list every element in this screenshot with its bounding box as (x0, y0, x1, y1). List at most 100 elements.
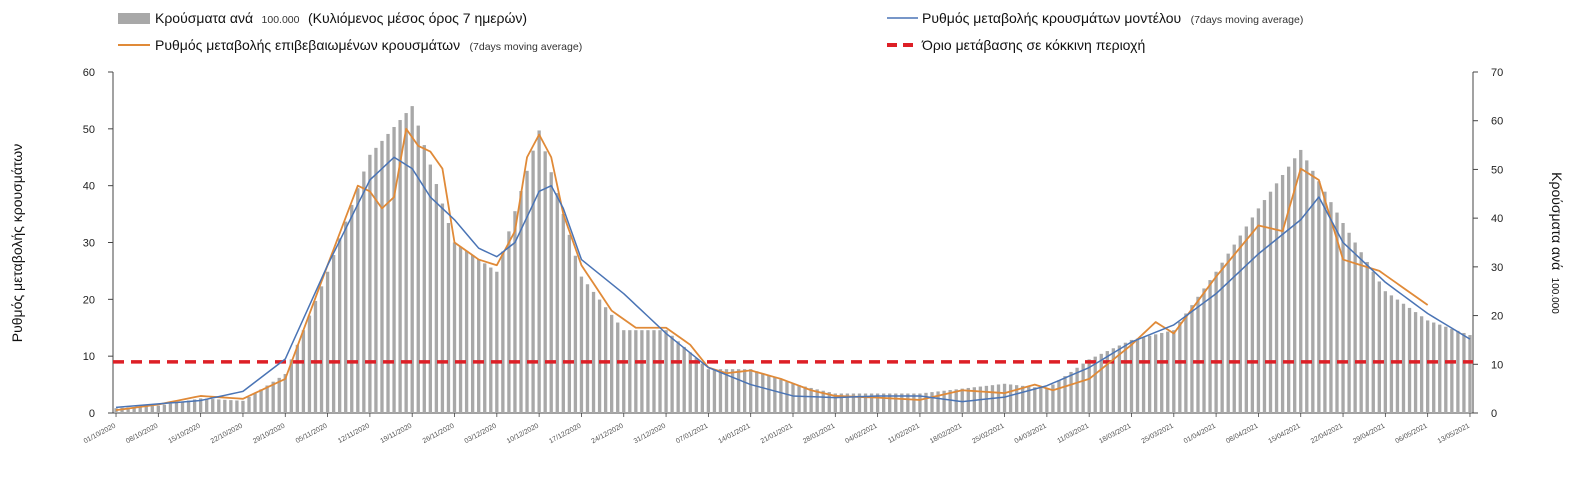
bar (229, 400, 233, 413)
bar (1359, 252, 1363, 413)
bar (1045, 388, 1049, 413)
bar (730, 369, 735, 413)
bar (827, 392, 831, 413)
bar (948, 390, 952, 413)
bar (1377, 281, 1381, 413)
bar (924, 392, 928, 413)
bar (1268, 191, 1273, 413)
bar (1335, 212, 1339, 413)
y-right-tick-label: 30 (1491, 262, 1503, 274)
bar (211, 399, 215, 413)
bar (1166, 331, 1170, 413)
x-tick-label: 25/02/2021 (971, 423, 1005, 446)
legend-label-model: Ρυθμός μεταβολής κρουσμάτων μοντέλου (922, 10, 1181, 26)
legend-label-bars-main: Κρούσματα ανά (155, 10, 253, 26)
y-right-tick-label: 10 (1491, 359, 1503, 371)
svg-text:Ρυθμός μεταβολής επιβεβαιωμένω: Ρυθμός μεταβολής επιβεβαιωμένων κρουσμάτ… (155, 37, 582, 54)
bar (863, 393, 868, 413)
bar (446, 223, 451, 413)
bar (470, 255, 475, 413)
bar (597, 299, 602, 413)
bar (682, 346, 686, 413)
bar (1202, 288, 1206, 413)
svg-text:Ρυθμός μεταβολής κρουσμάτων μο: Ρυθμός μεταβολής κρουσμάτων μοντέλου (7d… (922, 10, 1303, 27)
bar (1256, 208, 1261, 413)
bar (410, 106, 414, 413)
bar (567, 234, 572, 413)
bar (1450, 328, 1454, 413)
bar (845, 393, 850, 413)
x-tick-label: 05/11/2020 (295, 423, 329, 445)
bar (809, 387, 813, 413)
bar (579, 276, 584, 413)
bar (489, 267, 493, 413)
x-tick-label: 04/02/2021 (844, 423, 878, 446)
bar (507, 231, 511, 413)
legend-swatch-bars (118, 13, 150, 24)
bar (1039, 387, 1043, 413)
x-tick-label: 24/12/2020 (590, 423, 624, 446)
bar (464, 250, 469, 413)
bar (591, 291, 596, 413)
bar (114, 408, 118, 413)
y-right-tick-label: 0 (1491, 408, 1497, 420)
x-tick-label: 28/01/2021 (802, 423, 836, 446)
bar (325, 271, 330, 413)
bar (1021, 385, 1025, 413)
bar (1087, 359, 1091, 413)
bar (1232, 244, 1236, 413)
bar (338, 238, 342, 413)
bar (1063, 376, 1067, 413)
bar (930, 392, 934, 413)
legend-label-observed-sub: (7days moving average) (470, 41, 583, 53)
observed-line (115, 127, 1429, 412)
bar (561, 213, 565, 413)
bar (223, 399, 227, 413)
bar (555, 193, 559, 413)
bar (616, 322, 620, 413)
bar (247, 396, 251, 413)
x-tick-label: 18/02/2021 (929, 423, 963, 446)
bar (1069, 371, 1073, 413)
bar (1432, 322, 1436, 413)
bar (126, 407, 130, 413)
bar (1371, 271, 1375, 413)
bar (664, 330, 668, 413)
bar (1129, 339, 1134, 413)
bar (392, 126, 396, 413)
bar (422, 145, 426, 413)
bar (628, 330, 632, 413)
bar (736, 369, 741, 413)
bar (1365, 261, 1369, 413)
y-left-tick-label: 60 (83, 67, 95, 79)
bar (156, 405, 160, 413)
x-tick-label: 29/10/2020 (252, 423, 286, 446)
model-line (115, 156, 1471, 409)
y-left-axis-title: Ρυθμός μεταβολής κρουσμάτων (9, 144, 25, 342)
bar (1317, 181, 1321, 413)
bar (301, 330, 306, 413)
bar (833, 393, 837, 413)
y-left-tick-label: 50 (83, 124, 95, 136)
bar (1099, 353, 1103, 413)
bar (241, 400, 245, 413)
bar (186, 400, 191, 413)
x-tick-label: 07/01/2021 (675, 423, 709, 446)
bar (1123, 342, 1128, 413)
bar (900, 393, 904, 413)
bar (1311, 170, 1315, 413)
bar (1141, 337, 1146, 413)
bar (742, 369, 747, 413)
bar (688, 352, 692, 413)
bar (1220, 262, 1224, 413)
bar (217, 399, 221, 413)
bar (797, 385, 801, 413)
bar (1238, 235, 1242, 413)
bar (265, 385, 269, 413)
bar (1081, 363, 1085, 413)
x-tick-label: 13/05/2021 (1437, 423, 1471, 446)
bar (942, 390, 946, 413)
bar (658, 330, 662, 413)
bar (1002, 383, 1007, 413)
bar (1111, 348, 1116, 413)
